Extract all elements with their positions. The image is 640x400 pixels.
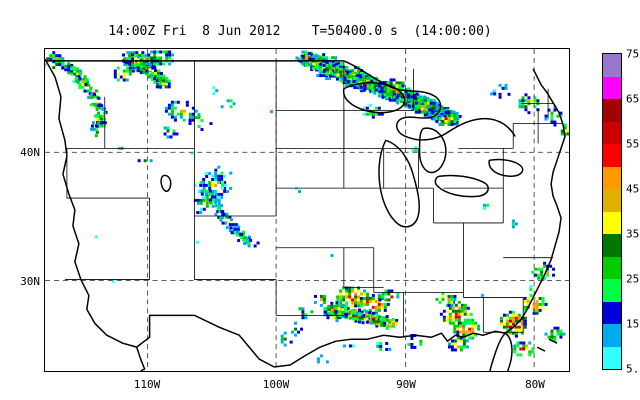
colorbar-band: [603, 54, 621, 77]
colorbar-tick-label: 55.: [626, 137, 640, 151]
x-tick-label: 110W: [133, 378, 161, 391]
colorbar-band: [603, 301, 621, 324]
colorbar-band: [603, 76, 621, 99]
colorbar-band: [603, 144, 621, 167]
colorbar-tick-label: 45.: [626, 182, 640, 196]
colorbar-band: [603, 279, 621, 302]
colorbar-tick-label: 15.: [626, 317, 640, 331]
colorbar-tick-labels: 75. 65. 55. 45. 35. 25. 15. 5.: [602, 48, 640, 376]
colorbar-band: [603, 166, 621, 189]
page-title: 14:00Z Fri 8 Jun 2012 T=50400.0 s (14:00…: [108, 24, 492, 39]
x-tick-label: 90W: [396, 378, 416, 391]
map-canvas: [45, 49, 569, 371]
y-tick-label: 30N: [20, 275, 40, 288]
colorbar-tick-label: 65.: [626, 92, 640, 106]
colorbar-tick-label: 35.: [626, 227, 640, 241]
x-tick-label: 100W: [262, 378, 290, 391]
colorbar[interactable]: [602, 53, 622, 370]
colorbar-band: [603, 234, 621, 257]
colorbar-band: [603, 324, 621, 347]
colorbar-tick-label: 5.: [626, 362, 640, 376]
state-boundaries: [64, 60, 564, 338]
coastline-and-national-borders: [45, 58, 566, 371]
colorbar-band: [603, 256, 621, 279]
colorbar-band: [603, 211, 621, 234]
colorbar-tick-label: 25.: [626, 272, 640, 286]
colorbar-tick-label: 75.: [626, 47, 640, 61]
colorbar-band: [603, 121, 621, 144]
colorbar-band: [603, 346, 621, 369]
colorbar-band: [603, 99, 621, 122]
map-plot-area[interactable]: [44, 48, 570, 372]
x-tick-label: 80W: [525, 378, 545, 391]
colorbar-band: [603, 189, 621, 212]
reflectivity-field: [45, 50, 569, 364]
y-tick-label: 40N: [20, 146, 40, 159]
